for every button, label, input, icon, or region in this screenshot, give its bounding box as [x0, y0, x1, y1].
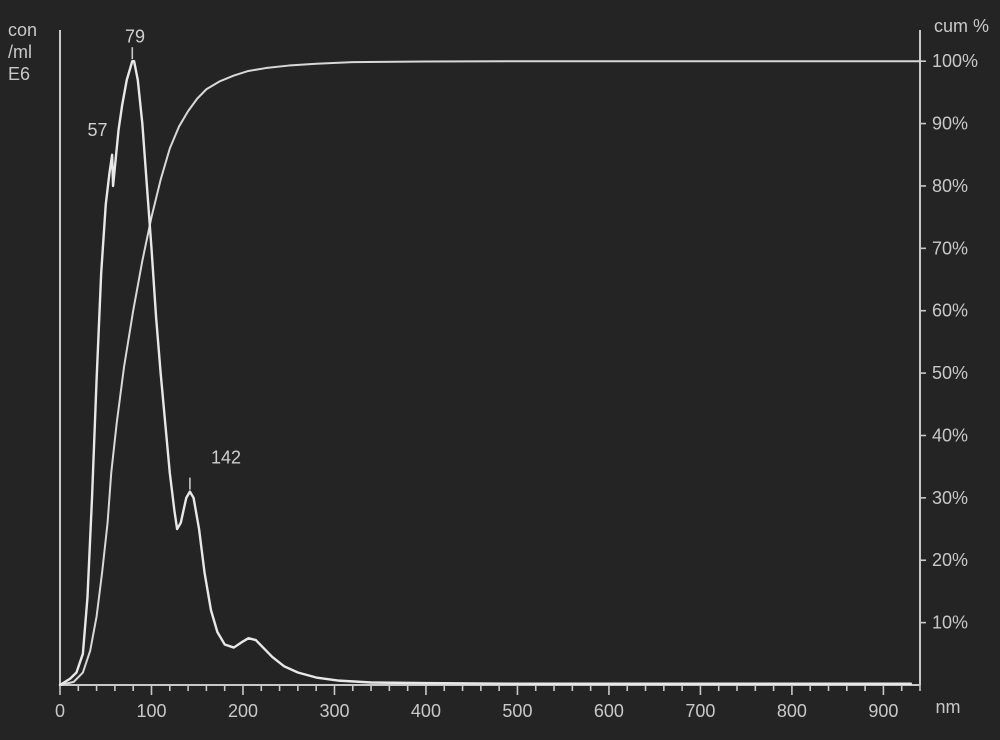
y-right-tick-label: 10% — [932, 613, 968, 633]
x-tick-label: 800 — [777, 701, 807, 721]
chart-svg: 0 100 200 300 400 500 600 700 800 900 nm 10% 20% 30% 4… — [0, 0, 1000, 740]
peak-label-142: 142 — [211, 448, 241, 468]
y-right-tick-label: 80% — [932, 176, 968, 196]
y-right-axis-label: cum % — [934, 16, 989, 36]
y-right-tick-label: 70% — [932, 238, 968, 258]
y-right-tick-label: 30% — [932, 488, 968, 508]
x-axis-label: nm — [935, 697, 960, 717]
y-left-axis-label-2: E6 — [8, 64, 30, 84]
y-right-tick-label: 40% — [932, 425, 968, 445]
y-right-tick-label: 60% — [932, 301, 968, 321]
y-right-tick-label: 20% — [932, 550, 968, 570]
y-right-tick-label: 50% — [932, 363, 968, 383]
x-tick-label: 300 — [319, 701, 349, 721]
chart-background — [0, 0, 1000, 740]
peak-label-79: 79 — [125, 26, 145, 46]
y-right-tick-label: 100% — [932, 51, 978, 71]
y-right-tick-label: 90% — [932, 114, 968, 134]
peak-label-57: 57 — [88, 120, 108, 140]
x-tick-label: 200 — [228, 701, 258, 721]
particle-size-chart: 0 100 200 300 400 500 600 700 800 900 nm 10% 20% 30% 4… — [0, 0, 1000, 740]
y-left-axis-label-0: con — [8, 20, 37, 40]
x-tick-label: 600 — [594, 701, 624, 721]
x-tick-label: 900 — [868, 701, 898, 721]
x-tick-label: 0 — [55, 701, 65, 721]
x-tick-label: 100 — [136, 701, 166, 721]
x-tick-label: 700 — [685, 701, 715, 721]
x-tick-label: 400 — [411, 701, 441, 721]
x-tick-label: 500 — [502, 701, 532, 721]
y-left-axis-label-1: /ml — [8, 42, 32, 62]
